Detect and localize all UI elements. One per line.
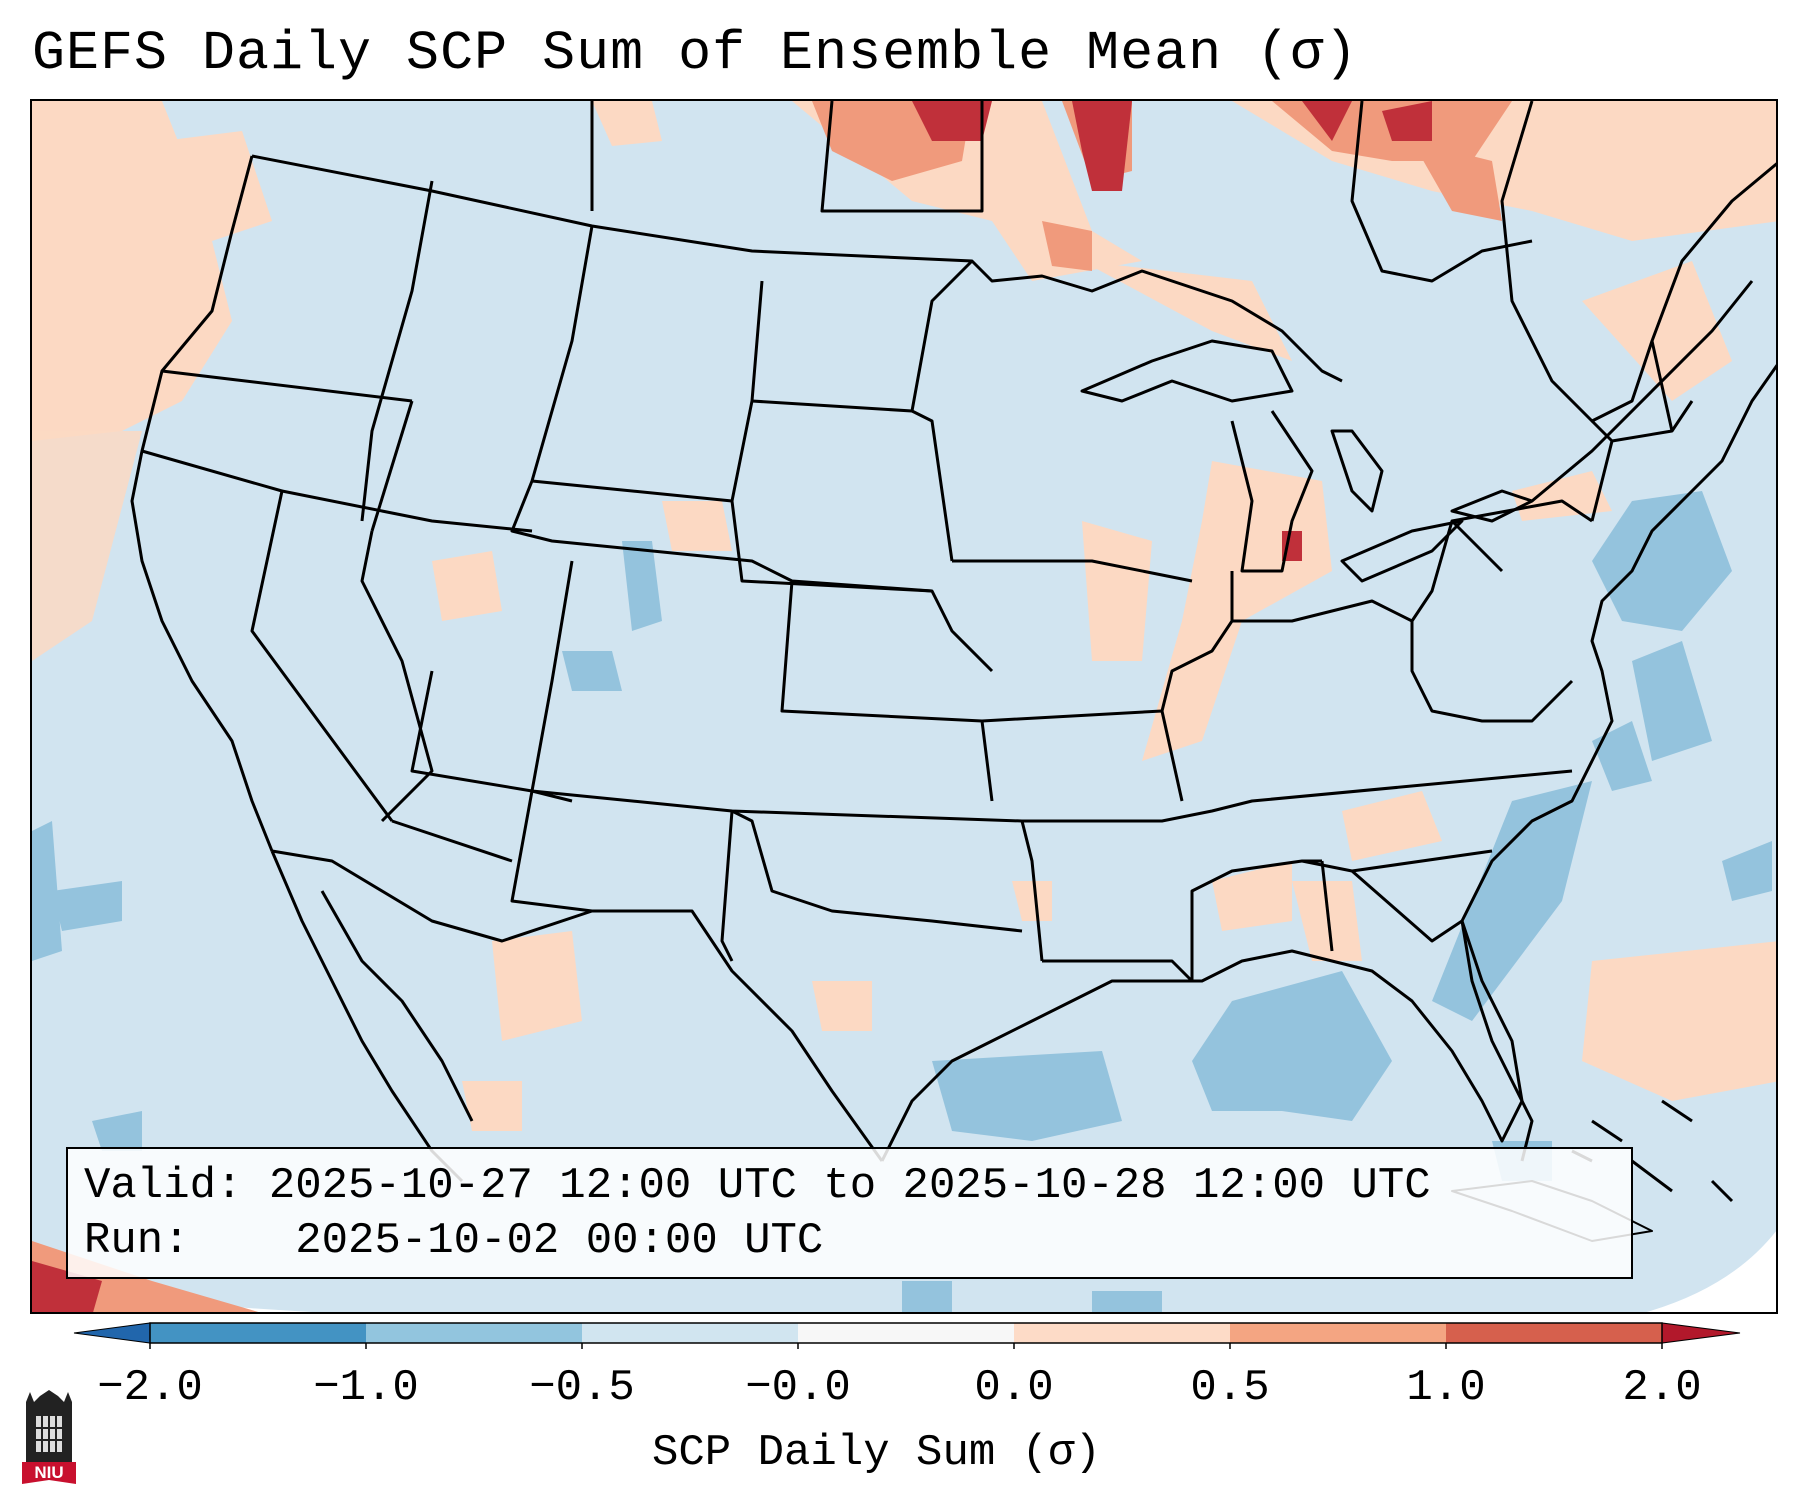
colorbar-extend-high xyxy=(1661,1322,1741,1344)
anomaly-positive-high xyxy=(32,101,1432,1312)
colorbar-tick-label: 1.0 xyxy=(1406,1363,1486,1413)
colorbar-tick-label: 0.5 xyxy=(1190,1363,1270,1413)
colorbar-label: SCP Daily Sum (σ) xyxy=(652,1428,1101,1478)
colorbar-extend-low xyxy=(73,1322,151,1344)
colorbar-outline xyxy=(149,1322,1663,1344)
map-background xyxy=(32,101,1776,1312)
colorbar-tick-label: −0.5 xyxy=(529,1363,635,1413)
colorbar-segment xyxy=(1230,1323,1446,1343)
colorbar-segment xyxy=(1446,1323,1662,1343)
valid-label: Valid: xyxy=(84,1161,243,1211)
state-borders xyxy=(130,101,1776,1242)
colorbar-tick-label: 0.0 xyxy=(974,1363,1054,1413)
colorbar-tick-label: −1.0 xyxy=(313,1363,419,1413)
map-panel xyxy=(30,99,1778,1314)
niu-castle-icon xyxy=(22,1390,76,1484)
colorbar-segment xyxy=(1014,1323,1230,1343)
colorbar-tick-label: −2.0 xyxy=(97,1363,203,1413)
colorbar-segment xyxy=(582,1323,798,1343)
colorbar-segment xyxy=(798,1323,1014,1343)
run-label: Run: xyxy=(84,1216,190,1266)
valid-value: 2025-10-27 12:00 UTC to 2025-10-28 12:00… xyxy=(268,1161,1431,1211)
colorbar xyxy=(73,1322,1741,1349)
colorbar-segment xyxy=(366,1323,582,1343)
colorbar-tick-label: 2.0 xyxy=(1622,1363,1702,1413)
colorbar-segments xyxy=(73,1322,1741,1349)
valid-run-info-box: Valid: 2025-10-27 12:00 UTC to 2025-10-2… xyxy=(66,1147,1633,1279)
colorbar-tick-label: −0.0 xyxy=(745,1363,851,1413)
valid-line: Valid: 2025-10-27 12:00 UTC to 2025-10-2… xyxy=(84,1159,1631,1214)
projection-edge-se xyxy=(1646,1231,1776,1312)
run-line: Run: 2025-10-02 00:00 UTC xyxy=(84,1214,1631,1269)
map-svg xyxy=(32,101,1776,1312)
page-title: GEFS Daily SCP Sum of Ensemble Mean (σ) xyxy=(32,22,1359,85)
colorbar-segment xyxy=(150,1323,366,1343)
run-value: 2025-10-02 00:00 UTC xyxy=(295,1216,824,1266)
logo-text: NIU xyxy=(34,1463,64,1482)
